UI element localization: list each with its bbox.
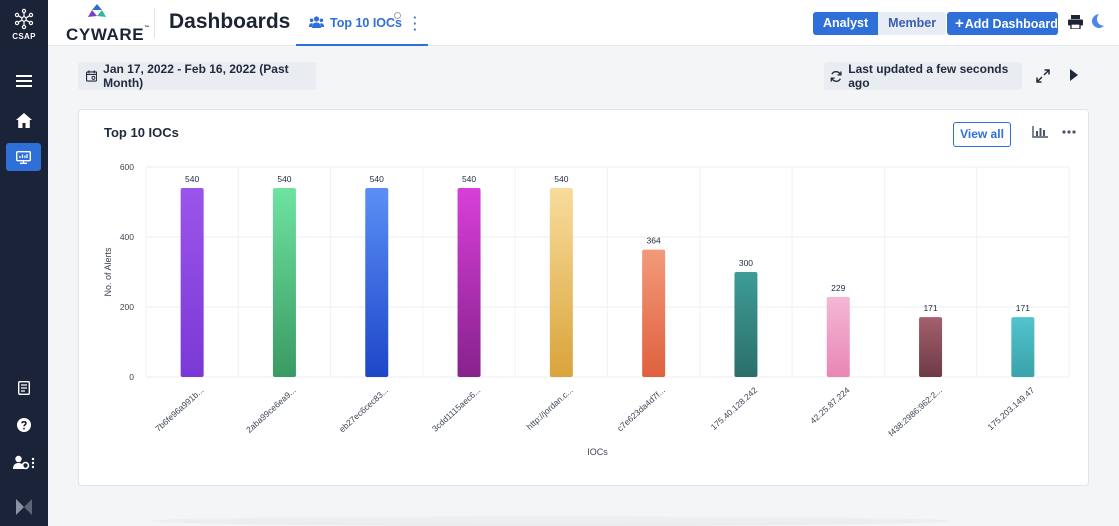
top-header: CYWARE™ Dashboards Top 10 IOCs · · · Analy… xyxy=(48,0,1119,46)
print-icon[interactable] xyxy=(1068,15,1083,29)
bar-value-label: 540 xyxy=(185,174,199,184)
info-icon[interactable] xyxy=(394,12,401,19)
app-logo[interactable]: CSAP xyxy=(0,8,48,41)
last-updated-label: Last updated a few seconds ago xyxy=(848,62,1009,90)
bar[interactable] xyxy=(734,272,758,377)
menu-button[interactable] xyxy=(6,67,41,95)
bar[interactable] xyxy=(457,188,481,377)
x-axis-title: IOCs xyxy=(587,447,608,457)
x-tick-label: http://jordan.c... xyxy=(524,385,574,432)
page-footer-shadow xyxy=(150,516,950,526)
x-tick-label: 7b6fe96a991b... xyxy=(153,385,205,434)
view-all-button[interactable]: View all xyxy=(953,122,1011,147)
home-icon xyxy=(15,112,32,128)
widget-title: Top 10 IOCs xyxy=(104,125,179,140)
bar[interactable] xyxy=(826,296,850,377)
analyst-view-button[interactable]: Analyst xyxy=(813,12,879,35)
refresh-button[interactable]: Last updated a few seconds ago xyxy=(824,62,1022,90)
users-group-icon xyxy=(309,16,324,28)
tab-label: Top 10 IOCs xyxy=(330,16,403,30)
refresh-icon xyxy=(830,70,842,82)
sidebar: CSAP xyxy=(0,0,48,526)
bar-chart-icon[interactable] xyxy=(1032,126,1048,138)
tab-options-icon[interactable]: · · · xyxy=(413,10,418,37)
sidebar-item-reports[interactable] xyxy=(6,374,41,402)
x-tick-label: 42.25.87.224 xyxy=(808,385,852,426)
bar-value-label: 540 xyxy=(462,174,476,184)
bar-value-label: 540 xyxy=(277,174,291,184)
x-tick-label: 3cdd1115aec6... xyxy=(430,385,482,434)
sidebar-item-dashboards[interactable] xyxy=(6,143,41,171)
sidebar-item-cyware[interactable] xyxy=(6,493,41,521)
bar[interactable] xyxy=(919,317,943,377)
widget-card: Top 10 IOCs View all 0 200 400 600 540 7b6fe9… xyxy=(78,109,1089,486)
bar-value-label: 540 xyxy=(370,174,384,184)
x-tick-label: eb27ec6cec83... xyxy=(337,385,390,434)
report-icon xyxy=(17,381,30,395)
menu-icon xyxy=(15,75,32,87)
date-range-label: Jan 17, 2022 - Feb 16, 2022 (Past Month) xyxy=(103,62,289,90)
brand-trademark: ™ xyxy=(144,25,150,31)
bar[interactable] xyxy=(180,188,204,377)
bar[interactable] xyxy=(365,188,389,377)
help-icon xyxy=(16,418,31,432)
bar-value-label: 171 xyxy=(923,303,937,313)
y-tick-label: 0 xyxy=(129,372,134,382)
theme-toggle-icon[interactable] xyxy=(1091,14,1104,28)
calendar-icon xyxy=(86,70,98,82)
bar-value-label: 540 xyxy=(554,174,568,184)
member-view-button[interactable]: Member xyxy=(888,16,937,30)
bar-value-label: 229 xyxy=(831,283,845,293)
user-settings-icon xyxy=(12,455,34,469)
sidebar-item-home[interactable] xyxy=(6,106,41,134)
y-tick-label: 400 xyxy=(120,232,134,242)
bar-value-label: 364 xyxy=(647,236,661,246)
bar[interactable] xyxy=(549,188,573,377)
fullscreen-icon[interactable] xyxy=(1036,69,1050,83)
x-tick-label: f438:2986:962:2... xyxy=(886,385,944,438)
app-logo-label: CSAP xyxy=(12,32,36,41)
bar[interactable] xyxy=(1011,317,1035,377)
x-tick-label: 175.203.149.47 xyxy=(986,385,1037,432)
plus-icon: + xyxy=(955,15,964,32)
sidebar-item-help[interactable] xyxy=(6,411,41,439)
bar-value-label: 300 xyxy=(739,258,753,268)
x-tick-label: c7e623da4d7f... xyxy=(615,385,667,433)
tab-top-10-iocs[interactable]: Top 10 IOCs · · · xyxy=(296,0,428,46)
y-axis-title: No. of Alerts xyxy=(103,247,113,297)
cyware-logo-icon xyxy=(88,4,106,17)
date-range-picker[interactable]: Jan 17, 2022 - Feb 16, 2022 (Past Month) xyxy=(78,62,316,90)
add-dashboard-label: Add Dashboard xyxy=(964,17,1058,31)
cyware-logo[interactable]: CYWARE™ xyxy=(66,4,149,44)
header-divider xyxy=(154,8,155,38)
more-options-icon[interactable] xyxy=(1062,130,1076,134)
x-tick-label: 2aba99ce6ea9... xyxy=(244,385,298,435)
bar-value-label: 171 xyxy=(1016,303,1030,313)
dashboard-icon xyxy=(16,150,31,164)
play-icon[interactable] xyxy=(1069,69,1079,81)
bar-chart: 0 200 400 600 540 7b6fe96a991b... 540 2aba99ce6… xyxy=(103,162,1070,457)
bar[interactable] xyxy=(272,188,296,377)
cyware-mark-icon xyxy=(15,499,32,515)
y-tick-label: 200 xyxy=(120,302,134,312)
csap-logo-icon xyxy=(14,8,34,30)
x-tick-label: 175.40.128.242 xyxy=(709,385,760,432)
y-tick-label: 600 xyxy=(120,162,134,172)
view-toggle: Analyst Member xyxy=(813,12,947,35)
add-dashboard-button[interactable]: +Add Dashboard xyxy=(947,12,1058,35)
bar[interactable] xyxy=(642,249,666,377)
page-title: Dashboards xyxy=(169,10,291,33)
brand-name: CYWARE xyxy=(66,25,145,44)
sidebar-item-user-settings[interactable] xyxy=(6,448,41,476)
